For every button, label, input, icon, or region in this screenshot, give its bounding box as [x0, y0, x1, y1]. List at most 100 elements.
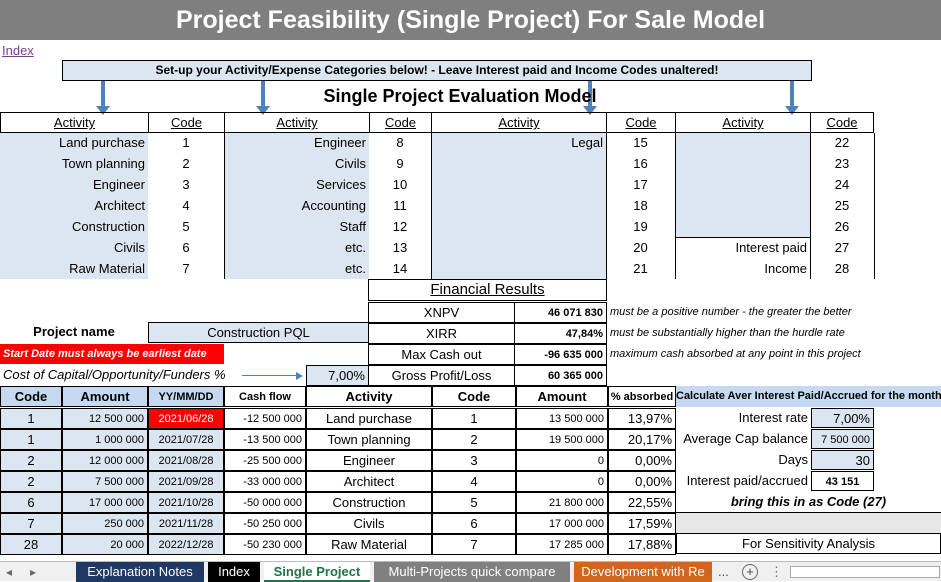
more-icon[interactable]: ⋮	[770, 564, 783, 579]
tab-scroll-right-icon[interactable]: ▸	[30, 565, 37, 579]
category-activity[interactable]	[431, 154, 606, 175]
cashflow-code-cell[interactable]: 2	[0, 450, 62, 471]
cashflow-date-cell[interactable]: 2021/08/28	[148, 450, 224, 471]
cashflow-amount2-cell: 17 000 000	[516, 513, 608, 534]
financial-note	[607, 365, 941, 386]
cashflow-date-cell[interactable]: 2021/06/28	[148, 408, 224, 429]
cashflow-amount-cell[interactable]: 20 000	[62, 534, 148, 555]
category-code: 9	[396, 156, 404, 171]
tab-development[interactable]: Development with Re	[574, 562, 712, 582]
category-activity[interactable]: Services	[316, 177, 366, 192]
horizontal-scrollbar[interactable]	[790, 566, 940, 578]
category-activity[interactable]	[675, 154, 810, 175]
cashflow-date-cell[interactable]: 2021/09/28	[148, 471, 224, 492]
category-activity[interactable]	[431, 259, 606, 280]
category-activity[interactable]: Legal	[571, 135, 603, 150]
cashflow-amount-cell[interactable]: 17 000 000	[62, 492, 148, 513]
tab-multi-projects[interactable]: Multi-Projects quick compare	[374, 562, 570, 582]
arrow-right-icon	[242, 375, 298, 376]
category-activity[interactable]	[431, 175, 606, 196]
category-activity[interactable]	[675, 175, 810, 196]
header-code-4: Code	[810, 112, 874, 133]
category-activity[interactable]: Engineer	[313, 135, 366, 150]
cashflow-code-cell[interactable]: 2	[0, 471, 62, 492]
cashflow-date-cell[interactable]: 2022/12/28	[148, 534, 224, 555]
category-activity[interactable]: Land purchase	[58, 135, 145, 150]
sensitivity-label: For Sensitivity Analysis	[676, 533, 941, 554]
category-activity[interactable]: Architect	[94, 198, 145, 213]
tab-index[interactable]: Index	[208, 562, 260, 582]
cashflow-pct-absorbed-cell: 22,55%	[608, 492, 676, 513]
start-date-warning: Start Date must always be earliest date	[0, 344, 224, 364]
category-activity[interactable]	[675, 217, 810, 238]
cashflow-activity-cell: Town planning	[306, 429, 432, 450]
category-activity[interactable]	[431, 217, 606, 238]
cashflow-code-cell[interactable]: 6	[0, 492, 62, 513]
category-activity[interactable]: Civils	[334, 156, 366, 171]
header-activity-4: Activity	[675, 112, 811, 133]
category-activity[interactable]: Income	[764, 261, 807, 276]
cost-of-capital-input[interactable]: 7,00%	[306, 365, 369, 386]
cashflow-amount-cell[interactable]: 7 500 000	[62, 471, 148, 492]
index-link[interactable]: Index	[2, 43, 34, 58]
cashflow-pct-absorbed-cell: 17,59%	[608, 513, 676, 534]
tab-scroll-left-icon[interactable]: ◂	[6, 565, 13, 579]
cashflow-date-cell[interactable]: 2021/10/28	[148, 492, 224, 513]
add-sheet-icon[interactable]: +	[742, 564, 758, 580]
category-activity[interactable]	[431, 238, 606, 259]
project-name-input[interactable]: Construction PQL	[148, 322, 369, 343]
category-code: 1	[182, 135, 190, 150]
financial-label: XNPV	[368, 302, 515, 323]
cashflow-amount-cell[interactable]: 12 500 000	[62, 408, 148, 429]
cost-of-capital-label: Cost of Capital/Opportunity/Funders %	[3, 367, 226, 382]
tab-single-project[interactable]: Single Project	[264, 562, 370, 582]
category-activity[interactable]: etc.	[345, 261, 366, 276]
interest-paid-label: Interest paid/accrued	[686, 473, 808, 488]
category-activity[interactable]: Civils	[113, 240, 145, 255]
header-activity-1: Activity	[0, 112, 149, 133]
cashflow-code2-cell: 7	[432, 534, 516, 555]
interest-rate-label: Interest rate	[738, 410, 808, 425]
category-code: 24	[834, 177, 850, 192]
cashflow-amount-cell[interactable]: 12 000 000	[62, 450, 148, 471]
activity-block-3	[431, 133, 606, 279]
category-code: 12	[392, 219, 408, 234]
financial-value: 47,84%	[514, 323, 607, 344]
category-code: 20	[633, 240, 648, 255]
cashflow-cash-flow-cell: -33 000 000	[224, 471, 306, 492]
cashflow-amount-cell[interactable]: 250 000	[62, 513, 148, 534]
avg-cap-input[interactable]: 7 500 000	[811, 429, 874, 449]
category-activity[interactable]	[675, 196, 810, 217]
category-activity[interactable]: Accounting	[301, 198, 366, 213]
cashflow-pct-absorbed-cell: 20,17%	[608, 429, 676, 450]
category-code: 3	[182, 177, 190, 192]
cashflow-code-cell[interactable]: 1	[0, 408, 62, 429]
interest-rate-input[interactable]: 7,00%	[811, 408, 874, 428]
cashflow-code-cell[interactable]: 28	[0, 534, 62, 555]
cashflow-amount-cell[interactable]: 1 000 000	[62, 429, 148, 450]
category-activity[interactable]: Raw Material	[69, 261, 145, 276]
cashflow-code-cell[interactable]: 1	[0, 429, 62, 450]
category-activity[interactable]: etc.	[345, 240, 366, 255]
cashflow-cash-flow-cell: -50 000 000	[224, 492, 306, 513]
category-activity[interactable]: Interest paid	[735, 240, 807, 255]
tab-overflow[interactable]: ...	[718, 564, 729, 579]
cashflow-date-cell[interactable]: 2021/11/28	[148, 513, 224, 534]
cashflow-date-cell[interactable]: 2021/07/28	[148, 429, 224, 450]
category-code: 2	[182, 156, 190, 171]
tab-explanation-notes[interactable]: Explanation Notes	[76, 562, 204, 582]
cashflow-header-pct-absorbed: % absorbed	[608, 386, 676, 407]
category-activity[interactable]: Construction	[72, 219, 145, 234]
financial-note: must be substantially higher than the hu…	[610, 327, 845, 339]
days-input[interactable]: 30	[811, 450, 874, 470]
category-activity[interactable]: Staff	[339, 219, 366, 234]
category-activity[interactable]: Town planning	[61, 156, 145, 171]
cashflow-code-cell[interactable]: 7	[0, 513, 62, 534]
category-activity[interactable]	[431, 196, 606, 217]
category-activity[interactable]	[675, 133, 810, 154]
category-code: 21	[633, 261, 648, 276]
interest-paid-value: 43 151	[811, 471, 874, 491]
cashflow-cash-flow-cell: -12 500 000	[224, 408, 306, 429]
category-activity[interactable]: Engineer	[92, 177, 145, 192]
activity-block-2	[224, 133, 369, 279]
